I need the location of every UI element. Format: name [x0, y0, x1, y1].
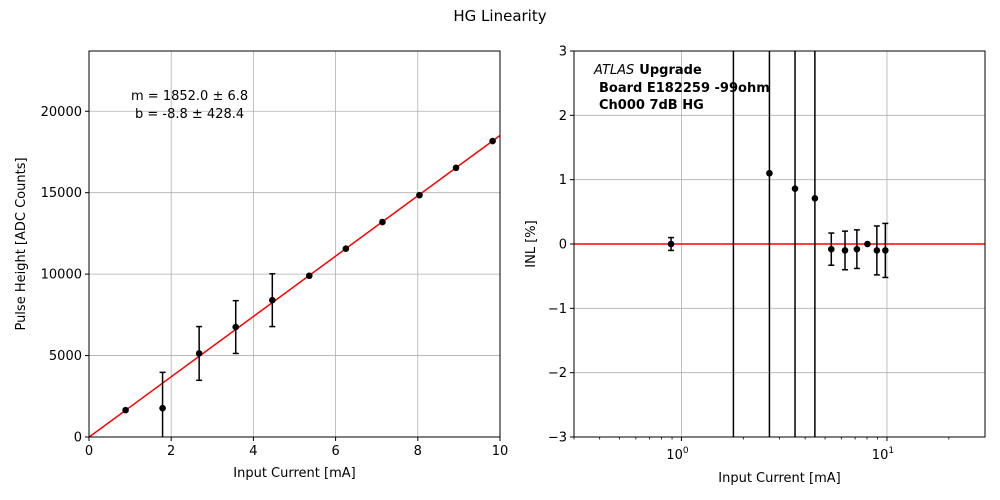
left-data-point [342, 245, 350, 253]
left-data-points [122, 137, 496, 437]
right-x-tick-label: 100 [666, 446, 689, 463]
right-x-axis-label: Input Current [mA] [718, 471, 840, 486]
left-y-tick-label: 10000 [41, 268, 82, 283]
left-x-tick-label: 10 [492, 444, 509, 459]
left-y-tick-label: 0 [74, 431, 82, 446]
atlas-italic: ATLAS [593, 63, 634, 78]
left-y-tick-label: 5000 [49, 349, 82, 364]
right-y-tick-label: −1 [548, 302, 567, 317]
right-data-point [864, 240, 871, 248]
right-data-point [873, 247, 881, 254]
right-y-tick-label: 1 [559, 173, 567, 188]
fit-line [88, 134, 501, 438]
left-x-tick-label: 6 [331, 444, 339, 459]
left-x-tick-label: 8 [414, 444, 422, 459]
right-data-point [791, 185, 799, 192]
fit-slope-annotation: m = 1852.0 ± 6.8 [131, 89, 248, 104]
left-y-tick-label: 15000 [41, 186, 82, 201]
right-y-tick-label: 3 [559, 45, 567, 60]
tick-base: 10 [872, 448, 889, 463]
left-data-point [489, 137, 496, 145]
right-y-axis-label: INL [%] [524, 220, 539, 267]
left-y-axis-label: Pulse Height [ADC Counts] [14, 157, 29, 330]
left-data-point [122, 406, 129, 414]
left-data-point [379, 218, 386, 226]
fit-intercept-annotation: b = -8.8 ± 428.4 [135, 107, 244, 122]
left-y-tick-label: 20000 [41, 105, 82, 120]
atlas-upgrade: Upgrade [639, 63, 702, 78]
right-data-point [667, 240, 675, 248]
channel-label: Ch000 7dB HG [599, 98, 704, 113]
left-data-point [195, 350, 203, 357]
right-data-point [811, 195, 819, 202]
left-ticks: 0 2 4 6 8 10 0 5000 10000 15000 20000 [41, 105, 509, 459]
right-y-tick-label: 2 [559, 109, 567, 124]
right-y-tick-label: −3 [548, 431, 567, 446]
right-data-point [882, 247, 889, 254]
left-data-point [159, 404, 166, 412]
left-x-axis-label: Input Current [mA] [233, 466, 355, 481]
left-x-tick-label: 2 [167, 444, 175, 459]
left-data-point [232, 323, 240, 331]
left-x-tick-label: 0 [85, 444, 93, 459]
right-data-point [841, 247, 849, 254]
linearity-plot: 0 2 4 6 8 10 0 5000 10000 15000 20000 Input Curren… [14, 50, 509, 481]
left-fit-line [88, 134, 501, 438]
tick-exponent: 1 [888, 446, 894, 456]
left-data-point [269, 296, 276, 304]
left-axes-frame [88, 50, 501, 438]
right-data-point [827, 245, 835, 253]
left-data-point [305, 272, 313, 280]
left-data-point [416, 191, 423, 199]
tick-base: 10 [666, 448, 683, 463]
right-data-points [574, 51, 985, 437]
right-y-tick-label: 0 [559, 238, 567, 253]
tick-exponent: 0 [683, 446, 689, 456]
left-data-point [452, 164, 460, 172]
atlas-label: ATLAS Upgrade [593, 63, 702, 78]
right-data-point [853, 245, 861, 253]
left-x-tick-label: 4 [249, 444, 257, 459]
right-y-tick-label: −2 [548, 366, 567, 381]
figure-title: HG Linearity [453, 7, 547, 25]
right-data-point [766, 169, 773, 177]
right-x-tick-label: 101 [872, 446, 894, 463]
board-label: Board E182259 -99ohm [599, 81, 770, 96]
